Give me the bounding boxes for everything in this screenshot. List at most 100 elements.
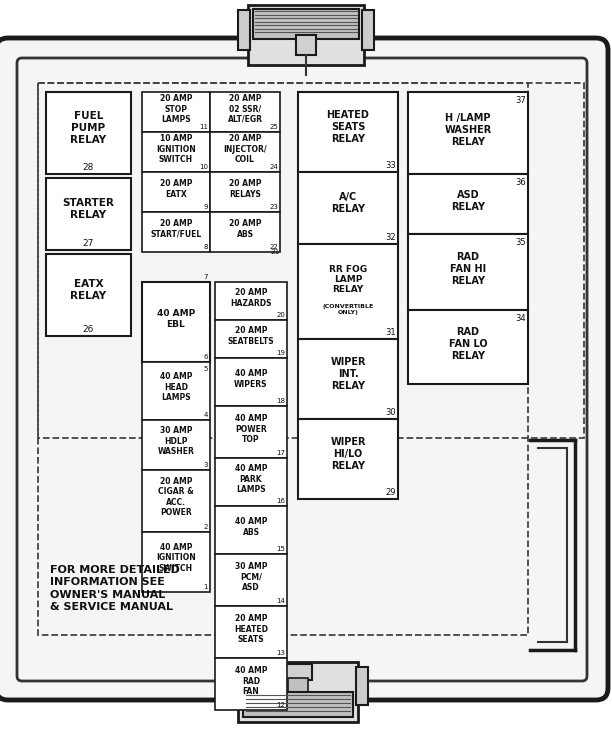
Text: 16: 16 [276,498,285,504]
Text: A/C
RELAY: A/C RELAY [331,193,365,214]
Bar [298,339,398,419]
Text: EATX
RELAY: EATX RELAY [70,279,106,301]
Text: 20 AMP
02 SSR/
ALT/EGR: 20 AMP 02 SSR/ ALT/EGR [228,94,263,124]
FancyBboxPatch shape [0,38,608,700]
Bar [408,310,528,384]
Bar [142,92,210,132]
Bar [298,419,398,499]
Text: 30: 30 [386,408,396,417]
Text: RR FOG
LAMP
RELAY: RR FOG LAMP RELAY [329,264,367,294]
Text: 36: 36 [515,178,526,187]
Text: 20 AMP
ABS: 20 AMP ABS [229,220,261,239]
Text: 22: 22 [269,244,278,250]
Bar [238,662,358,722]
Bar [215,658,287,710]
Bar [298,244,398,339]
Bar [356,667,368,705]
Text: 40 AMP
POWER
TOP: 40 AMP POWER TOP [235,414,267,444]
Bar [408,92,528,174]
FancyBboxPatch shape [17,58,587,681]
Bar [215,406,287,458]
Text: 5: 5 [204,366,208,372]
Text: 30 AMP
PCM/
ASD: 30 AMP PCM/ ASD [235,562,267,591]
Text: HEATED
SEATS
RELAY: HEATED SEATS RELAY [327,111,370,143]
Text: 40 AMP
PARK
LAMPS: 40 AMP PARK LAMPS [235,464,267,493]
Text: 2: 2 [204,524,208,530]
Text: 30 AMP
HDLP
WASHER: 30 AMP HDLP WASHER [157,427,195,455]
Text: 19: 19 [276,350,285,356]
Bar [142,420,210,470]
Bar [248,5,364,65]
Text: 20 AMP
SEATBELTS: 20 AMP SEATBELTS [228,326,274,346]
Bar [142,282,210,362]
Bar [215,554,287,606]
Bar [210,132,280,172]
Text: 8: 8 [204,244,208,250]
Text: 37: 37 [515,96,526,105]
Text: 23: 23 [269,204,278,210]
Text: 32: 32 [386,233,396,242]
Bar [296,35,316,55]
Bar [46,254,131,336]
Text: 25: 25 [269,124,278,130]
Text: 3: 3 [204,462,208,468]
Text: 7: 7 [204,274,208,280]
Bar [243,692,353,717]
Text: 40 AMP
ABS: 40 AMP ABS [235,518,267,537]
Text: 20: 20 [276,312,285,318]
Text: FUEL
PUMP
RELAY: FUEL PUMP RELAY [70,111,106,145]
Bar [238,10,250,50]
Text: 27: 27 [83,239,94,247]
Text: 10: 10 [199,164,208,170]
Text: 33: 33 [385,161,396,170]
Text: 35: 35 [515,238,526,247]
Text: 20 AMP
START/FUEL: 20 AMP START/FUEL [151,220,201,239]
Bar [38,83,584,438]
Bar [46,92,131,174]
Text: 40 AMP
IGNITION
SWITCH: 40 AMP IGNITION SWITCH [156,543,196,572]
Text: H /LAMP
WASHER
RELAY: H /LAMP WASHER RELAY [444,113,491,146]
Bar [408,174,528,234]
Text: 31: 31 [386,328,396,337]
Text: 17: 17 [276,450,285,456]
Text: 24: 24 [269,164,278,170]
Bar [408,234,528,310]
Text: 12: 12 [276,702,285,708]
Text: RAD
FAN HI
RELAY: RAD FAN HI RELAY [450,253,486,285]
Bar [215,606,287,658]
Bar [142,470,210,532]
Text: 28: 28 [83,163,94,171]
Text: 29: 29 [386,488,396,497]
Text: 20 AMP
HAZARDS: 20 AMP HAZARDS [230,288,272,307]
Bar [210,172,280,212]
Bar [298,172,398,244]
Text: 20 AMP
INJECTOR/
COIL: 20 AMP INJECTOR/ COIL [223,135,267,163]
Text: RAD
FAN LO
RELAY: RAD FAN LO RELAY [449,327,487,361]
Bar [142,172,210,212]
Text: 18: 18 [276,398,285,404]
Bar [142,532,210,592]
Text: 20 AMP
HEATED
SEATS: 20 AMP HEATED SEATS [234,614,268,643]
Text: 13: 13 [276,650,285,656]
Bar [142,362,210,420]
Text: 20 AMP
CIGAR &
ACC.
POWER: 20 AMP CIGAR & ACC. POWER [158,477,194,517]
Text: 21: 21 [271,249,280,255]
Bar [142,212,210,252]
Bar [142,132,210,172]
Text: 40 AMP
HEAD
LAMPS: 40 AMP HEAD LAMPS [160,373,192,402]
Text: 4: 4 [204,412,208,418]
Text: 40 AMP
EBL: 40 AMP EBL [157,310,195,329]
Text: 26: 26 [83,324,94,334]
Bar [215,320,287,358]
Text: 10 AMP
IGNITION
SWITCH: 10 AMP IGNITION SWITCH [156,135,196,163]
Text: 40 AMP
RAD
FAN: 40 AMP RAD FAN [235,666,267,695]
Bar [38,83,528,635]
Bar [210,92,280,132]
Bar [215,282,287,320]
Bar [284,664,312,680]
Text: 40 AMP
WIPERS: 40 AMP WIPERS [234,370,268,389]
Text: 34: 34 [515,314,526,323]
Text: (CONVERTIBLE
ONLY): (CONVERTIBLE ONLY) [323,305,373,315]
Bar [228,667,240,705]
Text: 15: 15 [276,546,285,552]
